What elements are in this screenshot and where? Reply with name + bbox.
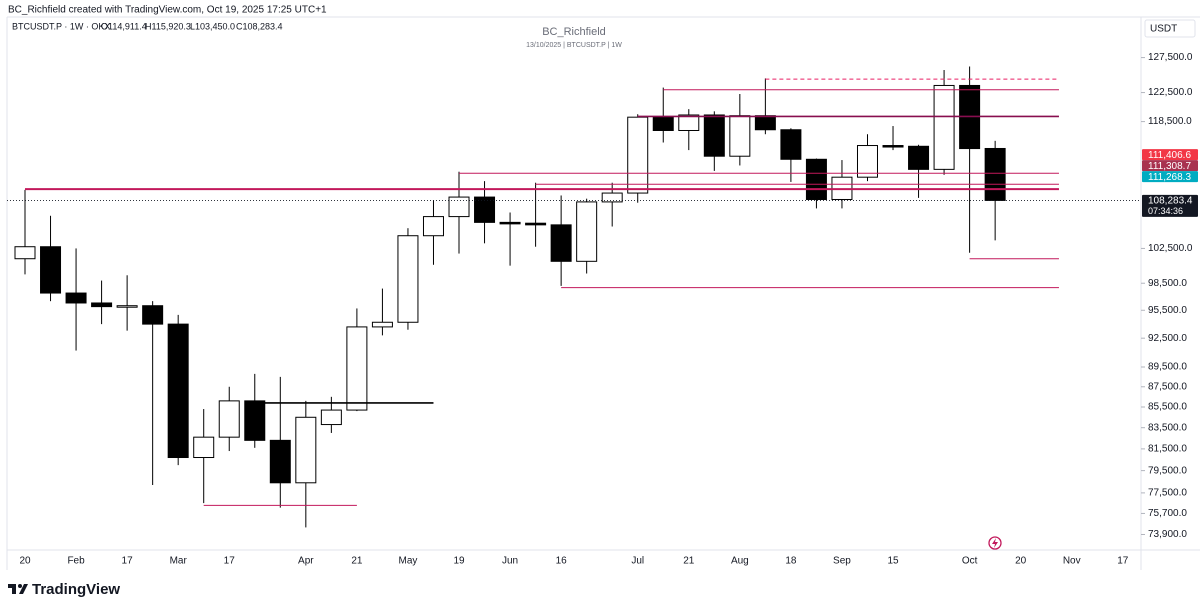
brand: TradingView (32, 581, 120, 598)
x-tick-label: Sep (833, 556, 851, 567)
x-tick-label: 17 (224, 556, 236, 567)
candle-body (499, 221, 521, 225)
ohlc-open: O114,911.4 (101, 21, 147, 31)
candle-body (397, 235, 419, 323)
y-tick-label: 98,500.0 (1148, 278, 1187, 289)
price-label-box (1142, 171, 1198, 183)
y-tick-label: 127,500.0 (1148, 52, 1193, 63)
price-label: 111,308.7 (1148, 161, 1191, 172)
candle-body (422, 216, 444, 237)
candle-body (780, 129, 802, 160)
candle-body (167, 323, 189, 459)
price-countdown: 07:34:36 (1148, 206, 1183, 216)
price-label-box (1142, 149, 1198, 161)
y-tick-label: 122,500.0 (1148, 87, 1193, 98)
price-label: 111,268.3 (1148, 172, 1191, 183)
ohlc-high: H115,920.3 (145, 21, 191, 31)
candle-body (627, 116, 649, 194)
candle-body (703, 114, 725, 157)
y-tick-label: 83,500.0 (1148, 422, 1187, 433)
unit-box (1144, 19, 1196, 38)
candle-body (40, 246, 62, 294)
candle-body (933, 84, 955, 170)
x-tick-label: May (398, 556, 417, 567)
chart-subtitle: 13/10/2025 | BTCUSDT.P | 1W (526, 42, 622, 49)
candle-body (244, 400, 266, 441)
candle-body (142, 305, 164, 325)
candle-body (805, 158, 827, 200)
y-tick-label: 75,700.0 (1148, 508, 1187, 519)
y-tick-label: 92,500.0 (1148, 333, 1187, 344)
x-tick-label: Jun (502, 556, 518, 567)
y-tick-label: 79,500.0 (1148, 465, 1187, 476)
candle-body (550, 224, 572, 262)
candle-body (984, 147, 1006, 201)
x-tick-label: Jul (631, 556, 644, 567)
x-tick-label: Mar (170, 556, 188, 567)
candle-body (65, 292, 87, 304)
candle-body (14, 246, 36, 260)
price-label: 111,406.6 (1148, 150, 1191, 161)
brand-logo (8, 584, 28, 594)
y-tick-label: 87,500.0 (1148, 381, 1187, 392)
x-tick-label: 18 (785, 556, 797, 567)
candle-body (295, 416, 317, 484)
y-tick-label: 102,500.0 (1148, 243, 1193, 254)
ohlc-low: L103,450.0 (190, 21, 235, 31)
candle-body (576, 201, 598, 262)
creator: BC_Richfield created with TradingView.co… (8, 5, 327, 16)
y-tick-label: 89,500.0 (1148, 362, 1187, 373)
x-tick-label: Aug (731, 556, 749, 567)
x-tick-label: Apr (298, 556, 314, 567)
candle-body (448, 196, 470, 218)
x-tick-label: 15 (887, 556, 899, 567)
y-tick-label: 73,900.0 (1148, 529, 1187, 540)
x-tick-label: 19 (453, 556, 465, 567)
candle-body (218, 400, 240, 438)
x-tick-label: 17 (1117, 556, 1129, 567)
x-tick-label: 16 (556, 556, 568, 567)
lightning-icon (988, 536, 1002, 550)
x-tick-label: 20 (19, 556, 31, 567)
candle-body (652, 116, 674, 131)
candle-body (371, 321, 393, 328)
x-tick-label: Oct (962, 556, 978, 567)
candle-body (856, 145, 878, 178)
x-tick-label: 20 (1015, 556, 1027, 567)
price-label-box (1142, 160, 1198, 172)
y-tick-label: 81,500.0 (1148, 444, 1187, 455)
x-tick-label: 17 (122, 556, 134, 567)
y-unit: USDT (1150, 24, 1177, 35)
candle-body (269, 439, 291, 484)
candle-body (601, 192, 623, 203)
ohlc-close: C108,283.4 (236, 21, 283, 31)
y-tick-label: 95,500.0 (1148, 305, 1187, 316)
symbol: BTCUSDT.P · 1W · OKX (12, 21, 110, 31)
candle-body (320, 409, 342, 426)
candle-body (193, 436, 215, 459)
x-tick-label: 21 (683, 556, 695, 567)
chart-title: BC_Richfield (542, 26, 606, 38)
candle-body (729, 115, 751, 157)
price-label-box (1142, 194, 1198, 217)
candle-body (908, 145, 930, 170)
candle-body (346, 326, 368, 411)
candle-body (474, 196, 496, 223)
price-label: 108,283.4 (1148, 196, 1193, 207)
y-tick-label: 77,500.0 (1148, 488, 1187, 499)
x-tick-label: Feb (67, 556, 85, 567)
candle-body (678, 114, 700, 131)
y-tick-label: 85,500.0 (1148, 402, 1187, 413)
x-tick-label: Nov (1063, 556, 1081, 567)
candle-body (754, 115, 776, 131)
candle-body (882, 145, 904, 148)
y-tick-label: 118,500.0 (1148, 116, 1192, 127)
x-tick-label: 21 (351, 556, 363, 567)
candle-body (116, 305, 138, 308)
candle-body (91, 302, 113, 308)
candle-body (525, 222, 547, 226)
